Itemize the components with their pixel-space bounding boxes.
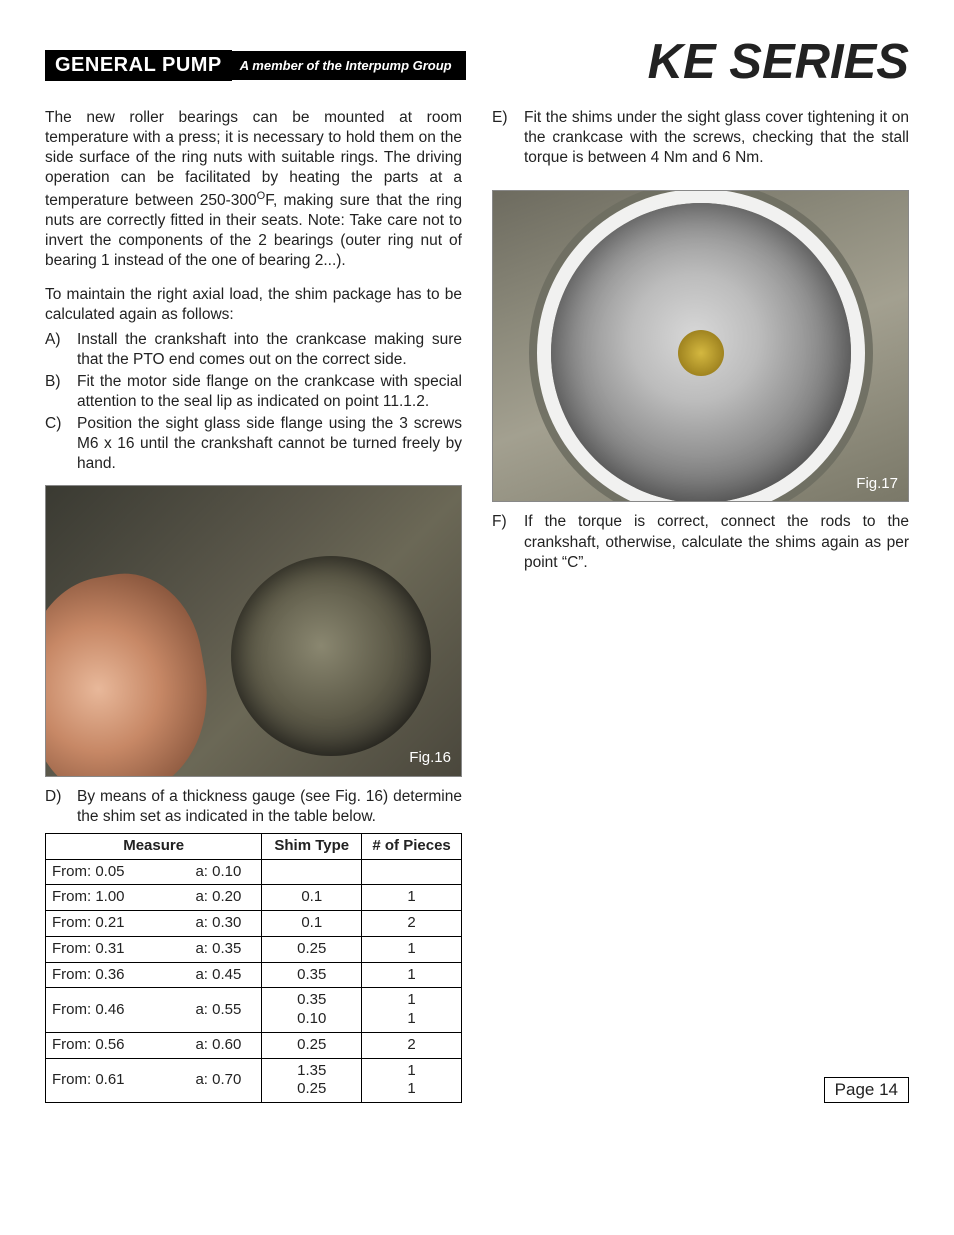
step-label: C): [45, 414, 77, 474]
figure-16: Fig.16: [45, 485, 462, 777]
cell-pieces: 1 1: [362, 988, 462, 1033]
table-row: From: 0.21 a: 0.30 0.12: [46, 911, 462, 937]
cell-shim: 0.35 0.10: [262, 988, 362, 1033]
cell-shim: 0.1: [262, 911, 362, 937]
series-title: KE SERIES: [648, 34, 909, 90]
figure-17: Fig.17: [492, 190, 909, 502]
right-column: E) Fit the shims under the sight glass c…: [492, 108, 909, 1103]
step-body: Fit the shims under the sight glass cove…: [524, 108, 909, 168]
cell-pieces: 1 1: [362, 1058, 462, 1103]
table-row: From: 0.36 a: 0.45 0.351: [46, 962, 462, 988]
cell-pieces: 1: [362, 885, 462, 911]
measure-from: From: 0.31: [52, 940, 125, 959]
step-f: F) If the torque is correct, connect the…: [492, 512, 909, 572]
cell-measure: From: 0.56 a: 0.60: [46, 1032, 262, 1058]
document-page: GENERAL PUMP A member of the Interpump G…: [0, 0, 954, 1123]
cell-pieces: 1: [362, 936, 462, 962]
degree-symbol: O: [257, 190, 266, 202]
cell-pieces: 2: [362, 1032, 462, 1058]
measure-a: a: 0.55: [195, 1001, 241, 1020]
page-number: Page 14: [824, 1077, 909, 1103]
step-body: By means of a thickness gauge (see Fig. …: [77, 787, 462, 827]
figure-17-label: Fig.17: [856, 474, 898, 494]
page-header: GENERAL PUMP A member of the Interpump G…: [45, 40, 909, 90]
table-row: From: 0.46 a: 0.55 0.35 0.101 1: [46, 988, 462, 1033]
brand-bar: GENERAL PUMP A member of the Interpump G…: [45, 50, 466, 81]
figure-16-label: Fig.16: [409, 748, 451, 768]
table-row: From: 0.31 a: 0.35 0.251: [46, 936, 462, 962]
cell-measure: From: 0.61 a: 0.70: [46, 1058, 262, 1103]
brand-name: GENERAL PUMP: [45, 50, 232, 81]
measure-a: a: 0.10: [195, 863, 241, 882]
table-row: From: 0.05 a: 0.10: [46, 859, 462, 885]
cell-shim: [262, 859, 362, 885]
cell-shim: 0.35: [262, 962, 362, 988]
step-c: C) Position the sight glass side flange …: [45, 414, 462, 474]
table-row: From: 1.00 a: 0.20 0.11: [46, 885, 462, 911]
measure-a: a: 0.45: [195, 966, 241, 985]
cell-shim: 0.1: [262, 885, 362, 911]
step-label: D): [45, 787, 77, 827]
col-pieces: # of Pieces: [362, 833, 462, 859]
col-shim: Shim Type: [262, 833, 362, 859]
step-label: F): [492, 512, 524, 572]
left-column: The new roller bearings can be mounted a…: [45, 108, 462, 1103]
step-b: B) Fit the motor side flange on the cran…: [45, 372, 462, 412]
intro-paragraph: The new roller bearings can be mounted a…: [45, 108, 462, 271]
cell-pieces: 2: [362, 911, 462, 937]
step-label: B): [45, 372, 77, 412]
measure-a: a: 0.20: [195, 888, 241, 907]
measure-from: From: 0.61: [52, 1071, 125, 1090]
measure-a: a: 0.70: [195, 1071, 241, 1090]
step-label: A): [45, 330, 77, 370]
cell-shim: 1.35 0.25: [262, 1058, 362, 1103]
content-columns: The new roller bearings can be mounted a…: [45, 108, 909, 1103]
cell-pieces: [362, 859, 462, 885]
measure-from: From: 0.56: [52, 1036, 125, 1055]
cell-measure: From: 0.21 a: 0.30: [46, 911, 262, 937]
step-body: Fit the motor side flange on the crankca…: [77, 372, 462, 412]
cell-measure: From: 1.00 a: 0.20: [46, 885, 262, 911]
table-row: From: 0.61 a: 0.70 1.35 0.251 1: [46, 1058, 462, 1103]
step-d: D) By means of a thickness gauge (see Fi…: [45, 787, 462, 827]
measure-from: From: 0.05: [52, 863, 125, 882]
step-body: If the torque is correct, connect the ro…: [524, 512, 909, 572]
shim-table-body: From: 0.05a: 0.10From: 1.00a: 0.200.11Fr…: [46, 859, 462, 1103]
cell-measure: From: 0.31 a: 0.35: [46, 936, 262, 962]
cell-shim: 0.25: [262, 936, 362, 962]
table-row: From: 0.56 a: 0.60 0.252: [46, 1032, 462, 1058]
shim-intro: To maintain the right axial load, the sh…: [45, 285, 462, 325]
cell-measure: From: 0.46 a: 0.55: [46, 988, 262, 1033]
figure-16-image: [46, 486, 461, 776]
measure-from: From: 0.36: [52, 966, 125, 985]
table-header-row: Measure Shim Type # of Pieces: [46, 833, 462, 859]
step-a: A) Install the crankshaft into the crank…: [45, 330, 462, 370]
measure-a: a: 0.35: [195, 940, 241, 959]
measure-from: From: 0.21: [52, 914, 125, 933]
measure-from: From: 1.00: [52, 888, 125, 907]
step-e: E) Fit the shims under the sight glass c…: [492, 108, 909, 168]
cell-measure: From: 0.36 a: 0.45: [46, 962, 262, 988]
measure-a: a: 0.60: [195, 1036, 241, 1055]
measure-a: a: 0.30: [195, 914, 241, 933]
measure-from: From: 0.46: [52, 1001, 125, 1020]
step-body: Position the sight glass side flange usi…: [77, 414, 462, 474]
figure-17-image: [493, 191, 908, 501]
brand-subtitle: A member of the Interpump Group: [232, 51, 466, 80]
cell-shim: 0.25: [262, 1032, 362, 1058]
shim-table: Measure Shim Type # of Pieces From: 0.05…: [45, 833, 462, 1103]
step-label: E): [492, 108, 524, 168]
col-measure: Measure: [46, 833, 262, 859]
cell-pieces: 1: [362, 962, 462, 988]
step-body: Install the crankshaft into the crankcas…: [77, 330, 462, 370]
cell-measure: From: 0.05 a: 0.10: [46, 859, 262, 885]
